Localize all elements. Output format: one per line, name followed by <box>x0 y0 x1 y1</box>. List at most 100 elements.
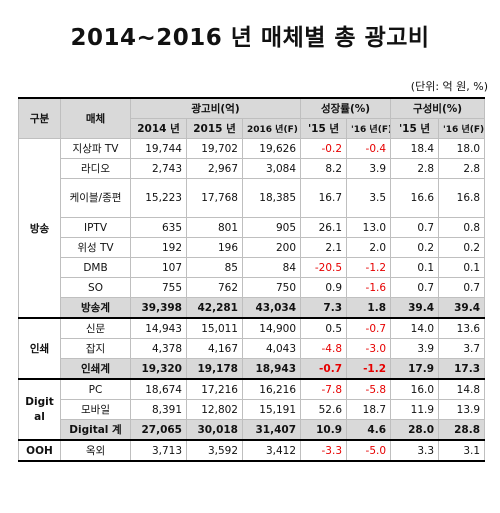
v2016-cell: 16,216 <box>241 378 302 400</box>
v2015-cell: 196 <box>186 237 243 258</box>
v2016-cell: 84 <box>241 257 302 278</box>
v2015-cell: 30,018 <box>186 419 243 441</box>
v2016-cell: 905 <box>241 217 302 238</box>
s16-cell: 28.8 <box>438 419 486 441</box>
v2015-cell: 15,011 <box>186 317 243 339</box>
medium-cell: SO <box>60 277 131 298</box>
s16-cell: 39.4 <box>438 297 486 319</box>
v2014-cell: 19,320 <box>130 358 187 380</box>
group-label: OOH <box>18 439 61 462</box>
header-2014: 2014 년 <box>130 118 187 139</box>
medium-cell: 지상파 TV <box>60 138 131 159</box>
s15-cell: 0.1 <box>390 257 440 278</box>
v2014-cell: 27,065 <box>130 419 187 441</box>
v2014-cell: 14,943 <box>130 317 187 339</box>
s15-cell: 16.6 <box>390 178 440 218</box>
table-row: 라디오 2,743 2,967 3,084 8.2 3.9 2.8 2.8 <box>19 158 486 179</box>
v2016-cell: 18,943 <box>241 358 302 380</box>
g15-cell: -20.5 <box>300 257 348 278</box>
subtotal-row: 인쇄계 19,320 19,178 18,943 -0.7 -1.2 17.9 17.3 <box>19 358 486 380</box>
table-row: 모바일 8,391 12,802 15,191 52.6 18.7 11.9 13.9 <box>19 399 486 420</box>
g15-cell: -4.8 <box>300 338 348 359</box>
medium-cell: 잡지 <box>60 338 131 359</box>
s16-cell: 0.2 <box>438 237 486 258</box>
v2015-cell: 3,592 <box>186 439 243 462</box>
v2014-cell: 19,744 <box>130 138 187 159</box>
v2016-cell: 43,034 <box>241 297 302 319</box>
g16-cell: -0.7 <box>346 317 392 339</box>
s16-cell: 14.8 <box>438 378 486 400</box>
table-row: Digital PC 18,674 17,216 16,216 -7.8 -5.8 16.0 1… <box>18 378 486 441</box>
header-growth: 성장률(%) <box>300 97 392 119</box>
medium-cell: DMB <box>60 257 131 278</box>
header-2016f: 2016 년(F) <box>241 118 302 139</box>
header-share-15: '15 년 <box>390 118 440 139</box>
g16-cell: 3.9 <box>346 158 392 179</box>
header-share: 구성비(%) <box>390 97 486 119</box>
table-row: 케이블/종편 15,223 17,768 18,385 16.7 3.5 16.6 16.8 <box>19 178 486 218</box>
v2016-cell: 15,191 <box>241 399 302 420</box>
s16-cell: 18.0 <box>438 138 486 159</box>
v2016-cell: 19,626 <box>241 138 302 159</box>
s15-cell: 2.8 <box>390 158 440 179</box>
table-row: 인쇄 신문 14,943 15,011 14,900 0.5 -0.7 14.0 13.6 <box>18 317 486 380</box>
v2016-cell: 14,900 <box>241 317 302 339</box>
s15-cell: 11.9 <box>390 399 440 420</box>
g15-cell: 10.9 <box>300 419 348 441</box>
s16-cell: 2.8 <box>438 158 486 179</box>
g15-cell: 8.2 <box>300 158 348 179</box>
table-row: IPTV 635 801 905 26.1 13.0 0.7 0.8 <box>19 217 486 238</box>
table-row: OOH 옥외 3,713 3,592 3,412 -3.3 -5.0 3.3 3.1 <box>18 439 486 462</box>
s16-cell: 0.1 <box>438 257 486 278</box>
g15-cell: -3.3 <box>300 439 348 462</box>
table-row: SO 755 762 750 0.9 -1.6 0.7 0.7 <box>19 277 486 298</box>
v2014-cell: 18,674 <box>130 378 187 400</box>
header-growth-15: '15 년 <box>300 118 348 139</box>
header-share-16f: '16 년(F) <box>438 118 486 139</box>
s15-cell: 0.7 <box>390 217 440 238</box>
ad-spend-table: 구분 매체 광고비(억) 성장률(%) 구성비(%) 2014 년 2015 년… <box>18 97 486 462</box>
g16-cell: 18.7 <box>346 399 392 420</box>
medium-cell: 라디오 <box>60 158 131 179</box>
medium-cell: PC <box>60 378 131 400</box>
s15-cell: 0.2 <box>390 237 440 258</box>
g15-cell: 0.9 <box>300 277 348 298</box>
table-row: 방송 지상파 TV 19,744 19,702 19,626 -0.2 -0.4 18.4 18… <box>18 138 486 319</box>
s16-cell: 0.8 <box>438 217 486 238</box>
header-growth-16f: '16 년(F) <box>346 118 392 139</box>
v2016-cell: 31,407 <box>241 419 302 441</box>
group-label: 인쇄 <box>18 317 61 380</box>
unit-note: (단위: 억 원, %) <box>410 80 488 93</box>
table-header: 구분 매체 광고비(억) 성장률(%) 구성비(%) 2014 년 2015 년… <box>18 97 486 139</box>
s15-cell: 0.7 <box>390 277 440 298</box>
v2014-cell: 4,378 <box>130 338 187 359</box>
medium-cell: 신문 <box>60 317 131 339</box>
g16-cell: 2.0 <box>346 237 392 258</box>
v2016-cell: 750 <box>241 277 302 298</box>
v2014-cell: 192 <box>130 237 187 258</box>
s15-cell: 3.3 <box>390 439 440 462</box>
g16-cell: -1.6 <box>346 277 392 298</box>
medium-cell: 옥외 <box>60 439 131 462</box>
v2015-cell: 85 <box>186 257 243 278</box>
table-row: 위성 TV 192 196 200 2.1 2.0 0.2 0.2 <box>19 237 486 258</box>
g16-cell: -3.0 <box>346 338 392 359</box>
v2015-cell: 2,967 <box>186 158 243 179</box>
medium-cell: 방송계 <box>60 297 131 319</box>
v2014-cell: 2,743 <box>130 158 187 179</box>
header-medium: 매체 <box>60 97 131 139</box>
medium-cell: Digital 계 <box>60 419 131 441</box>
s15-cell: 14.0 <box>390 317 440 339</box>
subtotal-row: Digital 계 27,065 30,018 31,407 10.9 4.6 28.0 28… <box>19 419 486 441</box>
v2015-cell: 12,802 <box>186 399 243 420</box>
v2015-cell: 42,281 <box>186 297 243 319</box>
g15-cell: 2.1 <box>300 237 348 258</box>
g16-cell: 3.5 <box>346 178 392 218</box>
g16-cell: -1.2 <box>346 257 392 278</box>
v2014-cell: 755 <box>130 277 187 298</box>
table-body: 방송 지상파 TV 19,744 19,702 19,626 -0.2 -0.4 18.4 18… <box>18 138 486 462</box>
table-row: DMB 107 85 84 -20.5 -1.2 0.1 0.1 <box>19 257 486 278</box>
g16-cell: -0.4 <box>346 138 392 159</box>
page-title: 2014~2016 년 매체별 총 광고비 <box>70 25 430 51</box>
g16-cell: -5.0 <box>346 439 392 462</box>
